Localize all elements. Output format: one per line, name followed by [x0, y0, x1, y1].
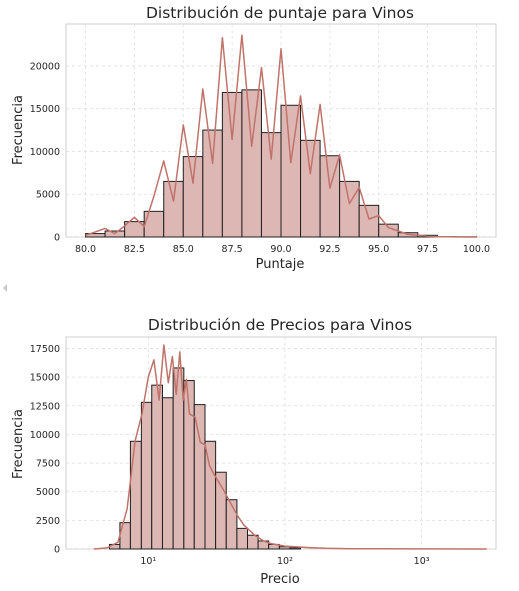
x-tick-label: 92.5	[319, 244, 340, 255]
histogram-bar	[215, 471, 227, 550]
histogram-bar	[225, 499, 238, 550]
histogram-bar	[300, 139, 321, 238]
x-tick-label: 10¹	[140, 556, 156, 567]
histogram-bar	[339, 180, 360, 238]
y-tick-label: 10000	[30, 147, 60, 158]
x-axis-label: Puntaje	[256, 257, 305, 272]
x-tick-label: 97.5	[417, 244, 438, 255]
histogram-bar	[280, 104, 302, 238]
x-tick-label: 10²	[277, 556, 293, 567]
chart-title: Distribución de Precios para Vinos	[148, 316, 412, 334]
y-tick-label: 5000	[36, 190, 60, 201]
x-tick-label: 95.0	[368, 244, 389, 255]
y-tick-label: 2500	[36, 516, 60, 527]
scroll-marker-icon	[3, 284, 7, 292]
histogram-bar	[182, 156, 204, 238]
x-axis-label: Precio	[260, 572, 299, 587]
y-tick-label: 0	[54, 545, 60, 556]
x-tick-label: 100.0	[463, 244, 490, 255]
y-axis-label: Frecuencia	[11, 409, 26, 479]
score-distribution-chart: Distribución de puntaje para Vinos Frecu…	[11, 4, 497, 272]
x-tick-label: 87.5	[222, 244, 243, 255]
y-tick-label: 0	[54, 233, 60, 244]
histogram-bar	[358, 204, 380, 238]
x-tick-label: 10³	[414, 556, 430, 567]
histogram-bar	[289, 547, 302, 550]
y-axis-label: Frecuencia	[11, 95, 26, 165]
histogram-bar	[140, 401, 153, 550]
histogram-bar	[161, 397, 174, 550]
y-tick-label: 15000	[30, 373, 60, 384]
histogram-bar	[236, 527, 249, 550]
y-tick-label: 12500	[30, 401, 60, 412]
y-tick-label: 7500	[36, 459, 60, 470]
x-tick-label: 85.0	[173, 244, 194, 255]
kde-density-line	[85, 34, 477, 238]
y-tick-label: 15000	[30, 104, 60, 115]
histogram-bar	[202, 129, 223, 238]
histogram-bar	[151, 384, 163, 550]
price-distribution-chart: Distribución de Precios para Vinos Frecu…	[11, 316, 497, 587]
kde-density-line	[93, 344, 487, 550]
x-tick-label: 90.0	[270, 244, 291, 255]
chart-title: Distribución de puntaje para Vinos	[146, 4, 414, 22]
histogram-bar	[221, 91, 243, 238]
histogram-bar	[260, 132, 282, 238]
histogram-bar	[241, 89, 262, 238]
histogram-bar	[247, 534, 259, 550]
y-tick-label: 5000	[36, 487, 60, 498]
histogram-bar	[319, 155, 341, 238]
y-tick-label: 20000	[30, 61, 60, 72]
y-tick-label: 10000	[30, 430, 60, 441]
x-tick-label: 80.0	[75, 244, 96, 255]
histogram-bar	[193, 404, 206, 550]
histogram-bar	[129, 440, 142, 550]
y-tick-label: 17500	[30, 344, 60, 355]
histogram-bar	[163, 180, 184, 238]
histogram-bar	[204, 440, 217, 550]
x-tick-label: 82.5	[124, 244, 145, 255]
